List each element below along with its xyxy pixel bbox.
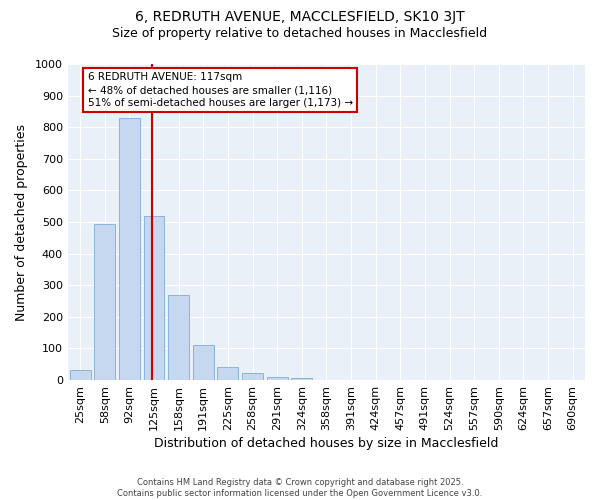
Y-axis label: Number of detached properties: Number of detached properties: [15, 124, 28, 320]
X-axis label: Distribution of detached houses by size in Macclesfield: Distribution of detached houses by size …: [154, 437, 499, 450]
Bar: [217, 368, 238, 380]
Bar: [193, 346, 214, 380]
Text: 6, REDRUTH AVENUE, MACCLESFIELD, SK10 3JT: 6, REDRUTH AVENUE, MACCLESFIELD, SK10 3J…: [135, 10, 465, 24]
Bar: [168, 294, 189, 380]
Bar: [119, 118, 140, 380]
Text: Contains HM Land Registry data © Crown copyright and database right 2025.
Contai: Contains HM Land Registry data © Crown c…: [118, 478, 482, 498]
Bar: [94, 224, 115, 380]
Bar: [70, 370, 91, 380]
Bar: [292, 378, 312, 380]
Text: 6 REDRUTH AVENUE: 117sqm
← 48% of detached houses are smaller (1,116)
51% of sem: 6 REDRUTH AVENUE: 117sqm ← 48% of detach…: [88, 72, 353, 108]
Text: Size of property relative to detached houses in Macclesfield: Size of property relative to detached ho…: [112, 28, 488, 40]
Bar: [242, 373, 263, 380]
Bar: [143, 216, 164, 380]
Bar: [266, 377, 287, 380]
